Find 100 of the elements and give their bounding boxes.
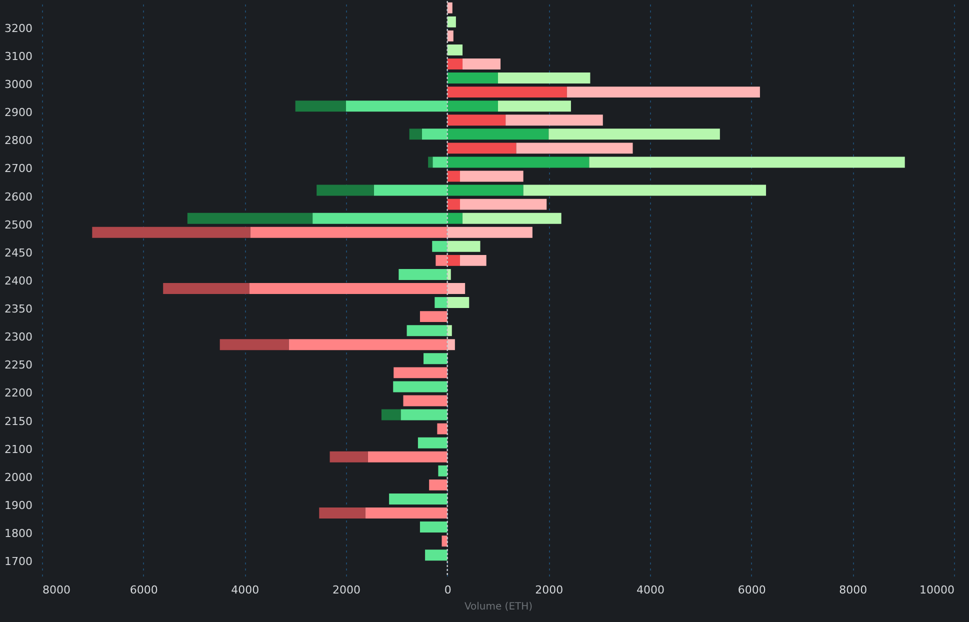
bar [447, 100, 498, 112]
x-tick-label: 6000 [738, 584, 766, 596]
bar [462, 58, 501, 70]
bar [418, 437, 448, 448]
bar [163, 283, 250, 294]
bar [460, 170, 524, 182]
x-tick-label: 4000 [231, 584, 260, 596]
y-tick-label: 1700 [4, 555, 32, 568]
bar [523, 184, 766, 196]
y-tick-label: 2600 [4, 190, 32, 204]
x-tick-label: 2000 [332, 584, 360, 596]
y-tick-label: 2900 [4, 106, 32, 120]
bar [447, 2, 452, 14]
bar [400, 409, 448, 420]
bar [389, 493, 448, 504]
bar [447, 30, 454, 42]
x-tick-label: 0 [444, 584, 452, 596]
x-tick-label: 8000 [42, 584, 70, 596]
bar [250, 226, 448, 238]
y-tick-label: 2100 [4, 442, 32, 456]
bar [406, 325, 448, 336]
bar [420, 522, 448, 533]
bar [220, 339, 289, 350]
bar [398, 268, 448, 280]
bar [394, 367, 448, 378]
bar [447, 170, 460, 182]
y-tick-label: 2500 [4, 218, 32, 232]
y-tick-label: 2700 [4, 162, 32, 176]
x-tick-label: 2000 [535, 584, 564, 596]
bar [409, 128, 422, 140]
bar [460, 198, 547, 210]
bar [295, 100, 346, 112]
bar [447, 198, 460, 210]
y-tick-label: 2800 [4, 134, 32, 148]
bar [447, 240, 480, 252]
bar [447, 16, 456, 28]
x-tick-label: 6000 [130, 584, 158, 596]
bar [447, 128, 549, 140]
bar [447, 254, 460, 266]
x-axis-title: Volume (ETH) [464, 602, 533, 612]
bar [447, 156, 590, 168]
bar [447, 72, 498, 84]
bar [187, 212, 313, 224]
y-tick-label: 2250 [4, 358, 32, 372]
bar [498, 72, 590, 84]
y-tick-label: 3100 [4, 50, 32, 63]
bar [447, 283, 466, 294]
x-tick-label: 4000 [636, 584, 664, 596]
bar [447, 212, 463, 224]
bar [438, 465, 448, 476]
bar [424, 353, 448, 364]
y-tick-label: 1800 [4, 527, 32, 540]
bar [365, 508, 448, 518]
bar [442, 536, 448, 547]
bar [566, 86, 760, 98]
bar [447, 339, 455, 350]
bar [393, 381, 448, 392]
bar [447, 184, 524, 196]
y-tick-label: 2300 [4, 330, 32, 344]
bar [447, 142, 516, 154]
bar [447, 58, 463, 70]
y-tick-label: 3000 [4, 78, 32, 92]
bar [447, 226, 532, 238]
bar [460, 254, 486, 266]
y-tick-label: 1900 [4, 498, 32, 512]
y-tick-label: 2450 [4, 246, 32, 260]
bar [381, 409, 401, 420]
bar [425, 550, 448, 561]
bar [432, 156, 448, 168]
bar [288, 339, 448, 350]
bar [548, 128, 720, 140]
x-tick-label: 10000 [920, 584, 954, 596]
bar [316, 184, 374, 196]
y-tick-label: 2000 [4, 470, 32, 484]
y-tick-label: 2350 [4, 302, 32, 316]
bar [319, 508, 366, 518]
bar [374, 184, 448, 196]
y-tick-label: 2200 [4, 386, 32, 400]
y-tick-label: 2150 [4, 414, 32, 428]
y-tick-label: 2400 [4, 274, 32, 288]
bar [422, 128, 448, 140]
bar [330, 451, 368, 462]
bar [447, 86, 567, 98]
bar [432, 240, 448, 252]
bar [346, 100, 448, 112]
bar [437, 423, 448, 434]
bar [434, 297, 448, 308]
bar [403, 395, 448, 406]
bar [516, 142, 633, 154]
x-tick-label: 8000 [839, 584, 868, 596]
bar [436, 254, 448, 266]
bar [429, 479, 448, 490]
bar [249, 283, 448, 294]
bar [462, 212, 562, 224]
bar [506, 114, 603, 126]
bar [447, 44, 463, 56]
bar [447, 297, 470, 308]
bar [428, 156, 433, 168]
bar [498, 100, 571, 112]
bar [92, 226, 250, 238]
